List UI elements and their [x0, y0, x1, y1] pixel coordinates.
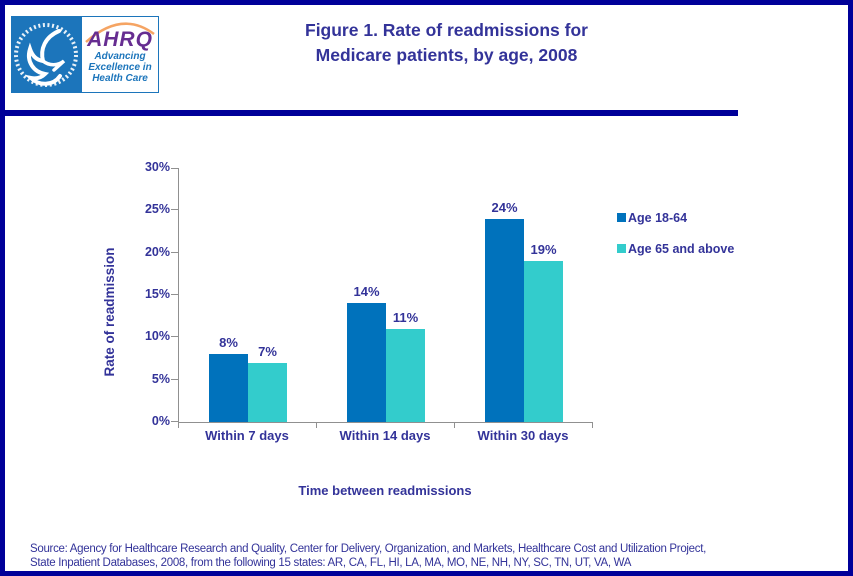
bar-value-label: 19%	[530, 242, 557, 258]
y-tick-mark	[171, 336, 178, 338]
hhs-eagle-icon	[12, 17, 82, 92]
bar-age-65-and-above	[248, 362, 287, 422]
x-tick-mark	[454, 423, 455, 428]
source-line-1: Source: Agency for Healthcare Research a…	[30, 543, 707, 555]
x-tick-mark	[178, 423, 179, 428]
header-divider	[5, 110, 738, 116]
x-category-label: Within 7 days	[205, 428, 289, 443]
figure-title: Figure 1. Rate of readmissions for Medic…	[5, 18, 848, 68]
figure-title-line-1: Figure 1. Rate of readmissions for	[305, 20, 588, 40]
y-tick-mark	[171, 209, 178, 211]
y-tick-label: 30%	[144, 160, 170, 174]
bar-age-65-and-above	[386, 328, 425, 422]
legend-label: Age 18-64	[628, 210, 688, 225]
bar-value-label: 7%	[258, 343, 277, 359]
tagline-line: Health Care	[92, 73, 148, 84]
bar-age-18-64	[485, 218, 524, 422]
bar-age-18-64	[209, 354, 248, 422]
bar-chart: Rate of readmission 0% 5% 10% 15% 20% 25% 30% …	[5, 120, 848, 520]
bar-age-18-64	[347, 303, 386, 422]
y-tick-mark	[171, 421, 178, 422]
x-tick-mark	[592, 423, 593, 428]
y-tick-label: 10%	[144, 329, 170, 344]
bar-value-label: 24%	[491, 199, 518, 215]
figure-title-line-2: Medicare patients, by age, 2008	[315, 45, 578, 65]
y-tick-mark	[171, 251, 178, 253]
legend-marker-icon	[617, 213, 626, 222]
y-axis-tick-marks	[171, 168, 178, 423]
legend-marker-icon	[617, 244, 626, 253]
tagline-line: Advancing	[94, 51, 146, 62]
legend-item: Age 18-64	[617, 210, 734, 225]
y-tick-label: 15%	[144, 287, 170, 301]
x-category-label: Within 14 days	[339, 428, 431, 443]
x-axis-tick-marks	[178, 423, 593, 428]
y-tick-mark	[171, 378, 178, 380]
x-axis-title: Time between readmissions	[298, 483, 472, 498]
tagline-line: Excellence in	[88, 62, 152, 73]
chart-legend: Age 18-64 Age 65 and above	[617, 211, 734, 273]
bar-age-65-and-above	[524, 261, 563, 422]
y-tick-label: 0%	[151, 414, 170, 428]
ahrq-tagline: Advancing Excellence in Health Care	[82, 51, 158, 84]
x-category-label: Within 30 days	[477, 428, 569, 443]
x-tick-mark	[316, 423, 317, 428]
source-note: Source: Agency for Healthcare Research a…	[30, 542, 838, 570]
ahrq-logo-text-panel: AHRQ Advancing Excellence in Health Care	[82, 17, 158, 92]
logo-arc-icon	[85, 22, 155, 43]
source-line-2: State Inpatient Databases, 2008, from th…	[30, 557, 632, 569]
plot-area: 8% 7% 14% 11% 24% 19%	[178, 168, 593, 423]
legend-item: Age 65 and above	[617, 241, 735, 256]
x-axis-category-labels: Within 7 days Within 14 days Within 30 day…	[5, 428, 848, 448]
ahrq-logo: AHRQ Advancing Excellence in Health Care	[11, 16, 159, 93]
y-tick-mark	[171, 294, 178, 295]
bar-value-label: 11%	[392, 309, 419, 325]
y-tick-label: 25%	[144, 202, 170, 217]
y-tick-mark	[171, 168, 178, 169]
y-tick-label: 20%	[144, 244, 170, 259]
bar-value-label: 8%	[219, 335, 238, 351]
bar-value-label: 14%	[353, 284, 380, 300]
y-axis-tick-labels: 0% 5% 10% 15% 20% 25% 30%	[113, 160, 170, 428]
ahrq-wordmark: AHRQ	[87, 28, 153, 51]
y-tick-label: 5%	[151, 371, 170, 386]
legend-label: Age 65 and above	[628, 241, 735, 256]
